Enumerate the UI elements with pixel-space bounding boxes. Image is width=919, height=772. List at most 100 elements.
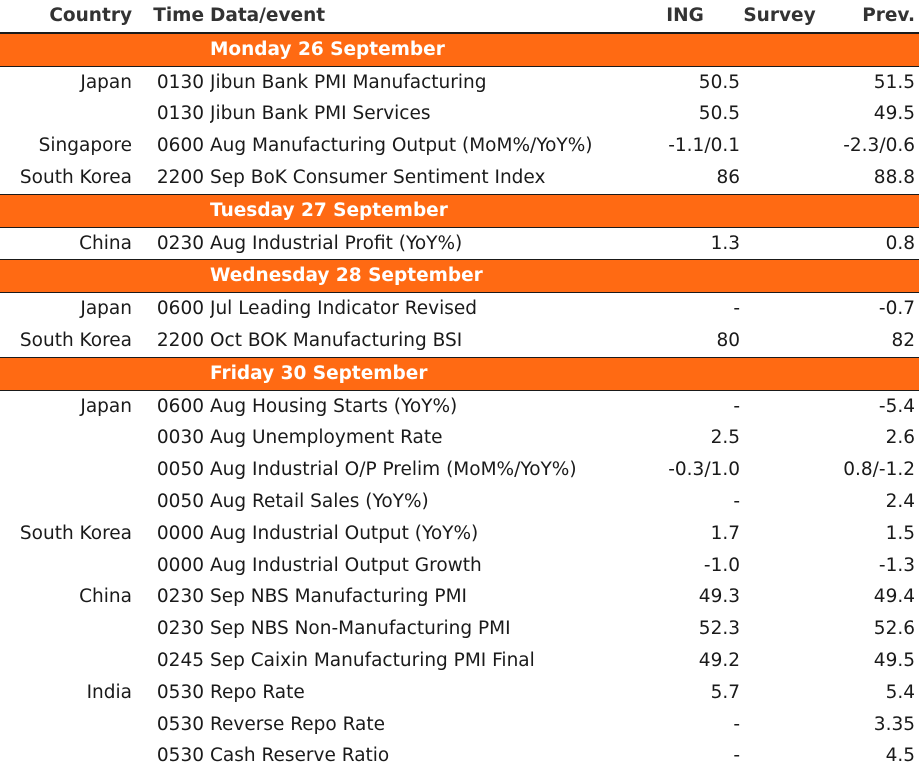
ing-forecast-cell: 86: [716, 166, 740, 188]
previous-value-cell: 4.5: [885, 745, 915, 767]
table-row: 0230 Sep NBS Non-Manufacturing PMI 52.3 52.…: [0, 613, 919, 645]
ing-forecast-cell: -1.0: [703, 554, 740, 576]
survey-cell: [740, 645, 825, 677]
table-row: South Korea 2200 Sep BoK Consumer Sentimen…: [0, 162, 919, 194]
survey-cell: [740, 581, 825, 613]
day-header-row: Friday 30 September: [0, 356, 919, 391]
time-cell: 0050: [156, 459, 204, 481]
ing-forecast-cell: 50.5: [698, 103, 740, 125]
country-cell: China: [79, 232, 132, 254]
ing-forecast-cell: 80: [716, 329, 740, 351]
event-cell: Aug Industrial Profit (YoY%): [210, 232, 463, 254]
survey-cell: [740, 518, 825, 550]
table-row: China 0230 Aug Industrial Profit (YoY%) 1.3…: [0, 227, 919, 260]
table-row: 0050 Aug Industrial O/P Prelim (MoM%/YoY%…: [0, 454, 919, 486]
event-cell: Jul Leading Indicator Revised: [210, 298, 478, 320]
country-cell: [0, 486, 140, 518]
country-cell: South Korea: [19, 329, 132, 351]
survey-cell: [740, 454, 825, 486]
time-cell: 0600: [156, 135, 204, 157]
country-cell: China: [79, 586, 132, 608]
column-header-country: Country: [0, 0, 140, 34]
header-row: Country Time Data/event ING Survey Prev.: [0, 0, 919, 34]
table-row: 0030 Aug Unemployment Rate 2.5 2.6: [0, 422, 919, 454]
survey-cell: [740, 740, 825, 772]
survey-cell: [740, 390, 825, 422]
ing-forecast-cell: 49.3: [698, 586, 740, 608]
event-cell: Sep BoK Consumer Sentiment Index: [210, 166, 546, 188]
survey-cell: [740, 486, 825, 518]
survey-cell: [740, 550, 825, 582]
event-cell: Cash Reserve Ratio: [210, 745, 390, 767]
previous-value-cell: 52.6: [873, 618, 915, 640]
day-label: Friday 30 September: [210, 356, 919, 391]
ing-forecast-cell: -: [733, 490, 740, 512]
previous-value-cell: -2.3/0.6: [843, 135, 915, 157]
previous-value-cell: 3.35: [873, 713, 915, 735]
country-cell: [0, 422, 140, 454]
table-row: 0000 Aug Industrial Output Growth -1.0 -1.3: [0, 550, 919, 582]
previous-value-cell: 51.5: [873, 71, 915, 93]
table-row: South Korea 0000 Aug Industrial Output (Yo…: [0, 518, 919, 550]
table-row: China 0230 Sep NBS Manufacturing PMI 49.3 49…: [0, 581, 919, 613]
day-label: Monday 26 September: [210, 32, 919, 67]
time-cell: 2200: [156, 166, 204, 188]
survey-cell: [740, 677, 825, 709]
ing-forecast-cell: -1.1/0.1: [668, 135, 740, 157]
previous-value-cell: 49.5: [873, 649, 915, 671]
previous-value-cell: -5.4: [878, 395, 915, 417]
table-row: Singapore 0600 Aug Manufacturing Output (M…: [0, 130, 919, 162]
survey-cell: [740, 709, 825, 741]
country-cell: [0, 98, 140, 130]
column-header-ing: ING: [630, 0, 740, 34]
event-cell: Sep Caixin Manufacturing PMI Final: [210, 649, 535, 671]
country-cell: Singapore: [38, 135, 132, 157]
event-cell: Jibun Bank PMI Services: [210, 103, 431, 125]
event-cell: Jibun Bank PMI Manufacturing: [210, 71, 487, 93]
event-cell: Aug Retail Sales (YoY%): [210, 490, 429, 512]
country-cell: Japan: [80, 395, 132, 417]
time-cell: 0530: [156, 713, 204, 735]
previous-value-cell: 0.8/-1.2: [843, 459, 915, 481]
previous-value-cell: 49.4: [873, 586, 915, 608]
country-cell: South Korea: [19, 166, 132, 188]
previous-value-cell: 0.8: [885, 232, 915, 254]
survey-cell: [740, 162, 825, 194]
previous-value-cell: 5.4: [885, 681, 915, 703]
day-header-row: Wednesday 28 September: [0, 259, 919, 294]
ing-forecast-cell: -: [733, 713, 740, 735]
time-cell: 0130: [156, 71, 204, 93]
ing-forecast-cell: 1.3: [710, 232, 740, 254]
time-cell: 0050: [156, 490, 204, 512]
ing-forecast-cell: -: [733, 745, 740, 767]
time-cell: 0000: [156, 554, 204, 576]
event-cell: Aug Manufacturing Output (MoM%/YoY%): [210, 135, 593, 157]
country-cell: Japan: [80, 71, 132, 93]
table-row: 0245 Sep Caixin Manufacturing PMI Final 49…: [0, 645, 919, 677]
time-cell: 2200: [156, 329, 204, 351]
survey-cell: [740, 293, 825, 325]
ing-forecast-cell: -: [733, 298, 740, 320]
table-row: Japan 0600 Jul Leading Indicator Revised - -…: [0, 293, 919, 325]
table-row: 0050 Aug Retail Sales (YoY%) - 2.4: [0, 486, 919, 518]
previous-value-cell: -1.3: [878, 554, 915, 576]
table-row: Japan 0130 Jibun Bank PMI Manufacturing 50.…: [0, 66, 919, 98]
time-cell: 0245: [156, 649, 204, 671]
table-row: Japan 0600 Aug Housing Starts (YoY%) - -5.4: [0, 390, 919, 422]
country-cell: [0, 550, 140, 582]
time-cell: 0530: [156, 681, 204, 703]
ing-forecast-cell: 5.7: [710, 681, 740, 703]
time-cell: 0530: [156, 745, 204, 767]
country-cell: South Korea: [19, 522, 132, 544]
event-cell: Sep NBS Non-Manufacturing PMI: [210, 618, 511, 640]
event-cell: Reverse Repo Rate: [210, 713, 386, 735]
previous-value-cell: 2.6: [885, 427, 915, 449]
survey-cell: [740, 613, 825, 645]
survey-cell: [740, 325, 825, 357]
event-cell: Aug Housing Starts (YoY%): [210, 395, 458, 417]
day-label: Tuesday 27 September: [210, 193, 919, 228]
ing-forecast-cell: 52.3: [698, 618, 740, 640]
day-label: Wednesday 28 September: [210, 259, 919, 294]
event-cell: Aug Industrial Output Growth: [210, 554, 482, 576]
country-cell: [0, 454, 140, 486]
